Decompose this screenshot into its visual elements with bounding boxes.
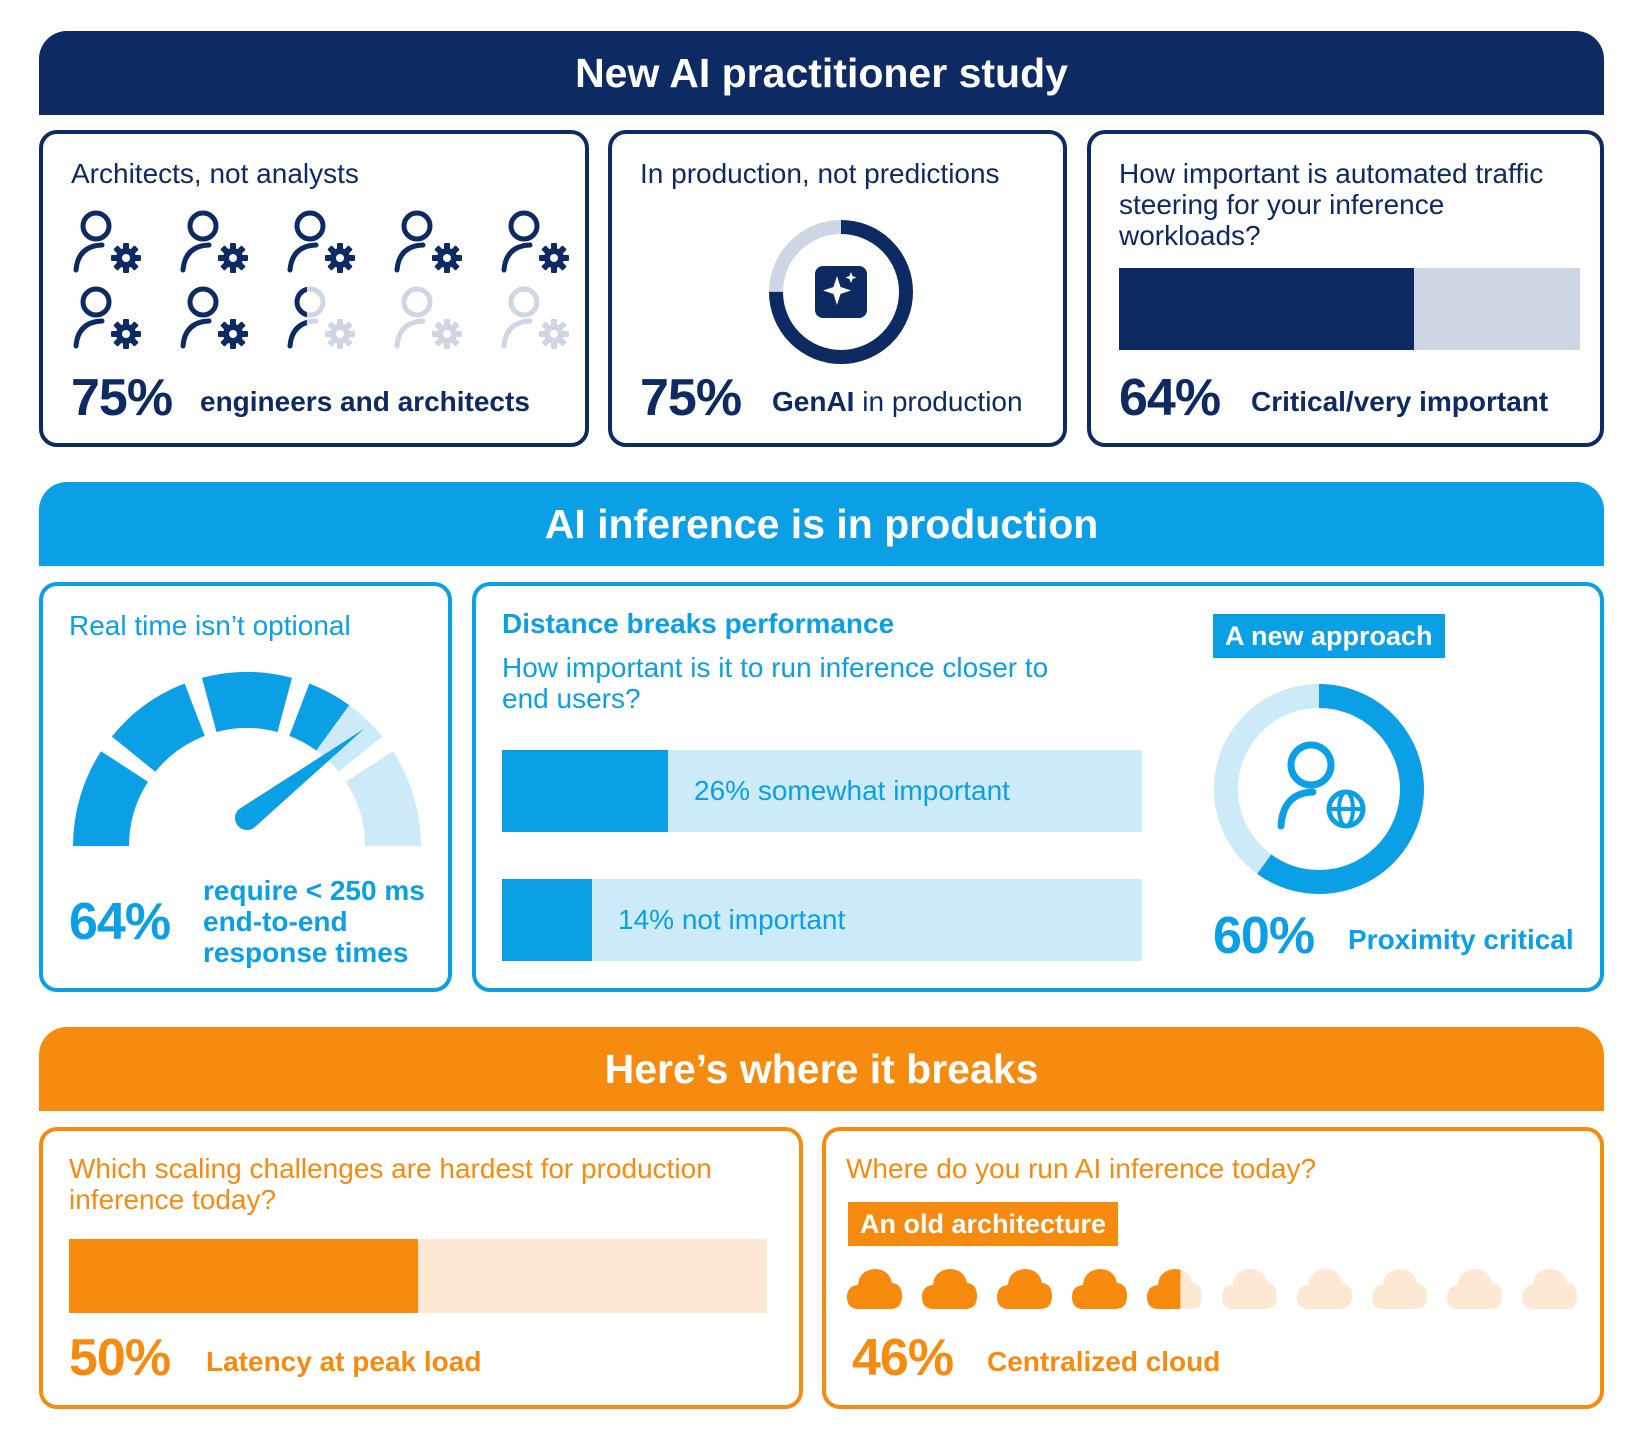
distance-bar-fill (502, 879, 592, 961)
distance-panel: Distance breaks performance How importan… (472, 582, 1604, 992)
cloud-icon (1072, 1269, 1127, 1309)
distance-bar-fill (502, 750, 668, 832)
architects-title: Architects, not analysts (71, 158, 359, 189)
gauge-needle (234, 728, 365, 831)
person-gear-icon (287, 210, 355, 273)
where-panel: Where do you run AI inference today? An … (822, 1127, 1604, 1409)
person-gear-icon (394, 286, 462, 349)
distance-bar-not: 14% not important (502, 879, 1142, 961)
proximity-donut (1214, 684, 1424, 894)
distance-title: Distance breaks performance (502, 608, 895, 639)
donut-value-arc (769, 220, 913, 364)
production-percent: 75% (640, 369, 742, 427)
cloud-pictograph (845, 1259, 1579, 1311)
cloud-icon (922, 1269, 977, 1309)
realtime-label: require < 250 ms end-to-end response tim… (203, 875, 425, 968)
gauge-segment (201, 672, 293, 733)
inference-title: AI inference is in production (544, 501, 1099, 547)
production-label-bold: GenAI (772, 386, 855, 417)
people-pictograph (72, 208, 576, 356)
breaks-title: Here’s where it breaks (604, 1046, 1039, 1092)
cloud-icon (1147, 1269, 1202, 1309)
approach-percent: 60% (1213, 907, 1315, 965)
genai-donut (769, 220, 913, 364)
architects-panel: Architects, not analysts 75% engineers a… (39, 130, 589, 447)
traffic-panel: How important is automated traffic steer… (1087, 130, 1604, 447)
where-label: Centralized cloud (987, 1346, 1221, 1377)
study-title: New AI practitioner study (575, 50, 1068, 96)
scaling-label: Latency at peak load (206, 1346, 482, 1377)
breaks-banner: Here’s where it breaks (39, 1027, 1604, 1111)
architects-label: engineers and architects (200, 386, 530, 417)
cloud-icon (847, 1269, 902, 1309)
person-gear-icon (73, 210, 141, 273)
realtime-panel: Real time isn’t optional 64% require < 2… (39, 582, 452, 992)
realtime-label-line-2: end-to-end (203, 906, 348, 937)
inference-banner: AI inference is in production (39, 482, 1604, 566)
speedometer-icon (73, 672, 421, 846)
where-tag: An old architecture (848, 1202, 1119, 1246)
gauge-segment (289, 683, 350, 751)
cloud-icon (997, 1269, 1052, 1309)
cloud-icon (1372, 1269, 1427, 1309)
donut-value-arc (1214, 684, 1424, 894)
traffic-percent: 64% (1119, 369, 1221, 427)
production-label-rest: in production (854, 386, 1023, 417)
approach-tag: A new approach (1213, 614, 1445, 658)
architects-percent: 75% (71, 369, 173, 427)
person-gear-icon (501, 210, 569, 273)
realtime-title: Real time isn’t optional (69, 610, 351, 641)
realtime-label-line-1: require < 250 ms (203, 875, 425, 906)
distance-question: How important is it to run inference clo… (502, 652, 1049, 714)
production-panel: In production, not predictions 75% GenAI… (608, 130, 1067, 447)
scaling-bar (69, 1239, 767, 1313)
gauge-segment (111, 683, 205, 772)
scaling-percent: 50% (69, 1329, 171, 1387)
person-globe-icon (1277, 741, 1366, 830)
traffic-bar-fill (1119, 268, 1415, 350)
traffic-bar (1119, 268, 1580, 350)
production-title: In production, not predictions (640, 158, 1000, 189)
scaling-panel: Which scaling challenges are hardest for… (39, 1127, 803, 1409)
cloud-icon (1297, 1269, 1352, 1309)
production-label: GenAI in production (772, 386, 1023, 417)
cloud-icon (1222, 1269, 1277, 1309)
realtime-percent: 64% (69, 893, 171, 951)
study-banner: New AI practitioner study (39, 31, 1604, 115)
where-percent: 46% (852, 1329, 954, 1387)
scaling-bar-fill (69, 1239, 418, 1313)
traffic-title: How important is automated traffic steer… (1119, 158, 1544, 251)
sparkle-icon (815, 266, 867, 318)
gauge-segment (345, 751, 421, 846)
person-gear-icon (180, 210, 248, 273)
cloud-icon (1447, 1269, 1502, 1309)
scaling-title: Which scaling challenges are hardest for… (69, 1153, 712, 1215)
person-gear-icon (394, 210, 462, 273)
gauge-segment (73, 751, 149, 846)
person-gear-icon (180, 286, 248, 349)
where-title: Where do you run AI inference today? (846, 1153, 1317, 1184)
person-gear-icon (73, 286, 141, 349)
person-gear-icon (287, 286, 355, 349)
realtime-label-line-3: response times (203, 937, 409, 968)
traffic-label: Critical/very important (1251, 386, 1549, 417)
distance-bar-label: 14% not important (618, 904, 846, 935)
person-gear-icon (501, 286, 569, 349)
approach-label: Proximity critical (1348, 924, 1574, 955)
distance-bar-somewhat: 26% somewhat important (502, 750, 1142, 832)
cloud-icon (1522, 1269, 1577, 1309)
distance-bar-label: 26% somewhat important (694, 775, 1010, 806)
